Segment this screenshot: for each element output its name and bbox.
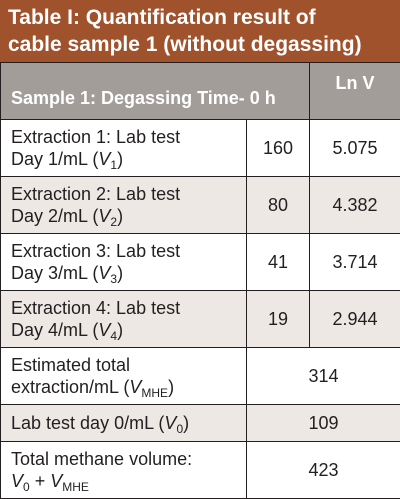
header-lnv: Ln V — [310, 63, 400, 120]
row-ln: 2.944 — [310, 291, 400, 348]
row-value: 109 — [247, 405, 400, 442]
summary-row-day0: Lab test day 0/mL (V0) 109 — [1, 405, 400, 442]
table-row: Extraction 4: Lab test Day 4/mL (V4) 19 … — [1, 291, 400, 348]
row-ln: 4.382 — [310, 177, 400, 234]
summary-row-total-methane: Total methane volume: V0 + VMHE 423 — [1, 442, 400, 499]
table-title: Table I: Quantification result of cable … — [0, 0, 400, 62]
table-row: Extraction 3: Lab test Day 3/mL (V3) 41 … — [1, 234, 400, 291]
row-value: 80 — [247, 177, 310, 234]
row-label: Total methane volume: V0 + VMHE — [1, 442, 247, 499]
row-label: Estimated total extraction/mL (VMHE) — [1, 348, 247, 405]
table-row: Extraction 2: Lab test Day 2/mL (V2) 80 … — [1, 177, 400, 234]
header-row: Sample 1: Degassing Time- 0 h Ln V — [1, 63, 400, 120]
row-value: 160 — [247, 120, 310, 177]
row-value: 41 — [247, 234, 310, 291]
row-value: 423 — [247, 442, 400, 499]
row-label: Extraction 2: Lab test Day 2/mL (V2) — [1, 177, 247, 234]
title-line-1: Table I: Quantification result of — [8, 4, 392, 31]
row-ln: 5.075 — [310, 120, 400, 177]
row-label: Lab test day 0/mL (V0) — [1, 405, 247, 442]
row-ln: 3.714 — [310, 234, 400, 291]
row-label: Extraction 1: Lab test Day 1/mL (V1) — [1, 120, 247, 177]
row-label: Extraction 3: Lab test Day 3/mL (V3) — [1, 234, 247, 291]
summary-row-total-extraction: Estimated total extraction/mL (VMHE) 314 — [1, 348, 400, 405]
header-sample: Sample 1: Degassing Time- 0 h — [1, 63, 310, 120]
table-row: Extraction 1: Lab test Day 1/mL (V1) 160… — [1, 120, 400, 177]
row-value: 314 — [247, 348, 400, 405]
quantification-table: Sample 1: Degassing Time- 0 h Ln V Extra… — [0, 62, 400, 499]
title-line-2: cable sample 1 (without degassing) — [8, 31, 392, 58]
row-label: Extraction 4: Lab test Day 4/mL (V4) — [1, 291, 247, 348]
row-value: 19 — [247, 291, 310, 348]
